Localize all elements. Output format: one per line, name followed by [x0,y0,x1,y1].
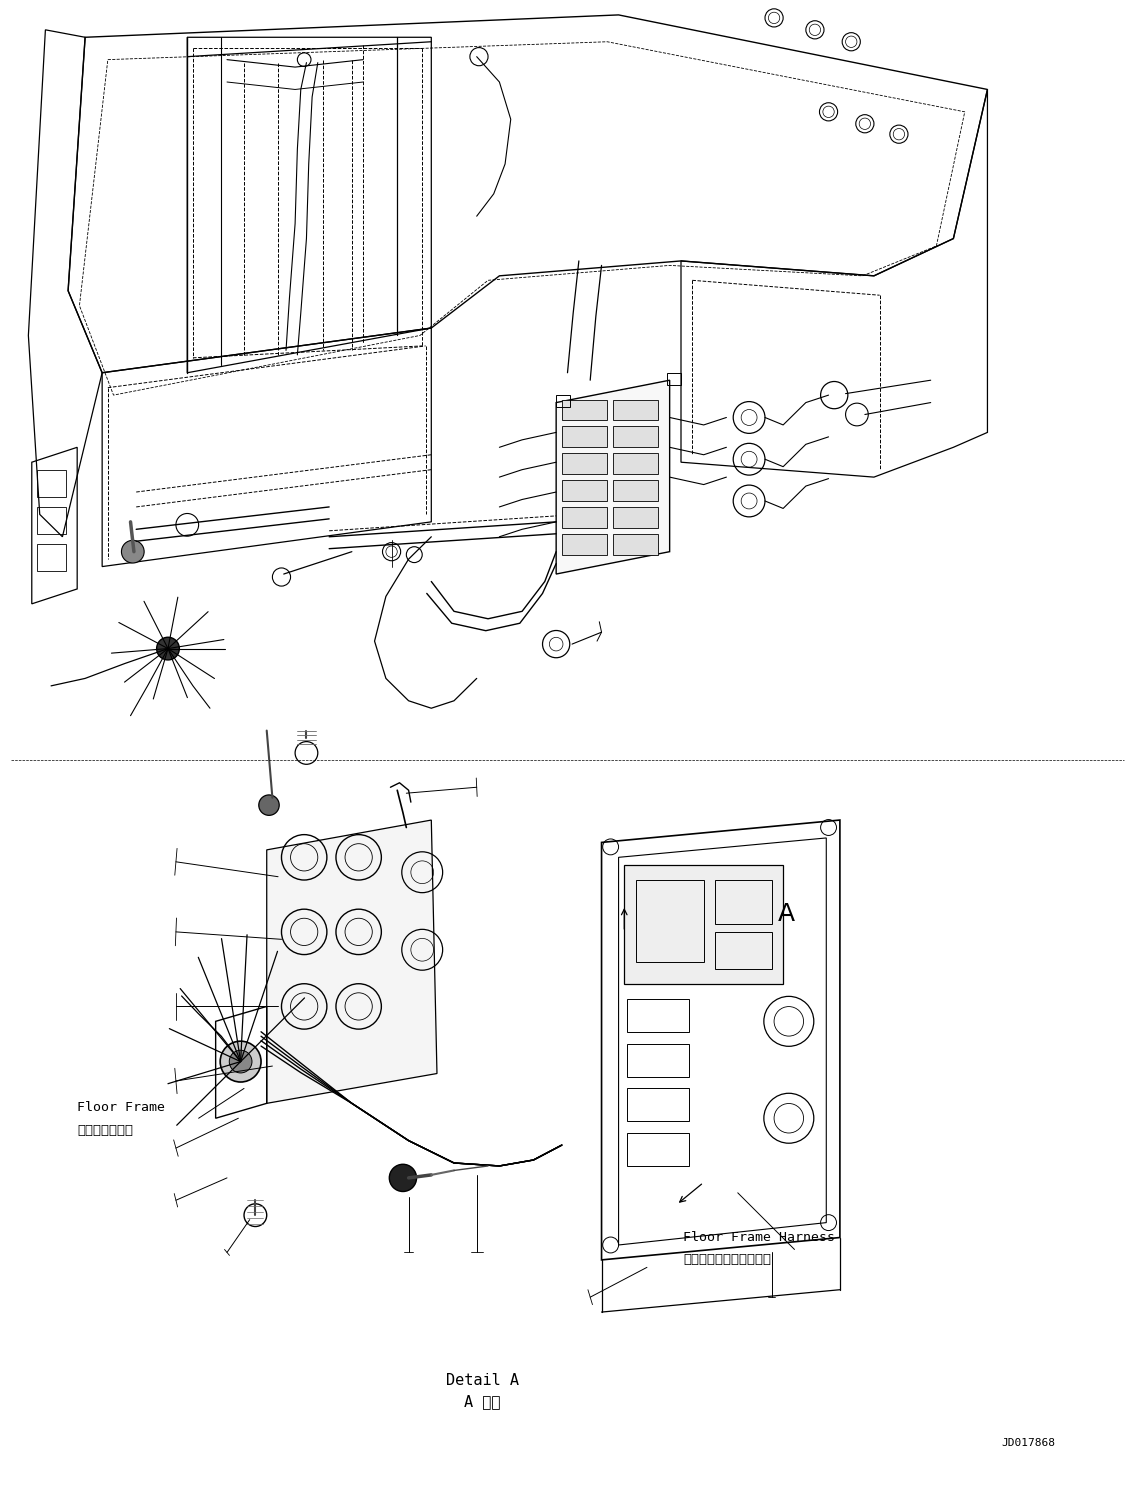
Text: Detail A: Detail A [446,1373,519,1388]
Text: フロアフレームハーネス: フロアフレームハーネス [683,1254,772,1266]
Bar [556,395,570,407]
Text: A 詳細: A 詳細 [464,1394,501,1409]
Bar [562,453,607,474]
Bar [667,373,681,385]
Bar [37,507,66,534]
Text: A: A [777,902,794,926]
Circle shape [259,795,279,816]
Bar [715,932,772,969]
Bar [562,400,607,420]
Bar [37,544,66,571]
Bar [37,470,66,497]
Text: Floor Frame: Floor Frame [77,1102,166,1114]
Polygon shape [267,820,437,1103]
Circle shape [157,637,179,661]
Bar [613,480,658,501]
Bar [636,880,704,962]
Bar [613,453,658,474]
Polygon shape [556,380,670,574]
Bar [562,534,607,555]
Text: Floor Frame Harness: Floor Frame Harness [683,1232,835,1243]
Bar [627,1133,689,1166]
Bar [627,1044,689,1077]
Bar [624,865,783,984]
Circle shape [389,1164,417,1191]
Polygon shape [690,884,758,924]
Bar [613,534,658,555]
Text: フロアフレーム: フロアフレーム [77,1124,133,1136]
Text: JD017868: JD017868 [1001,1439,1056,1448]
Bar [715,880,772,924]
Bar [627,999,689,1032]
Circle shape [229,1050,252,1074]
Bar [613,507,658,528]
Circle shape [121,540,144,564]
Bar [562,426,607,447]
Bar [562,507,607,528]
Circle shape [220,1041,261,1082]
Bar [613,400,658,420]
Bar [613,426,658,447]
Bar [562,480,607,501]
Bar [627,1088,689,1121]
